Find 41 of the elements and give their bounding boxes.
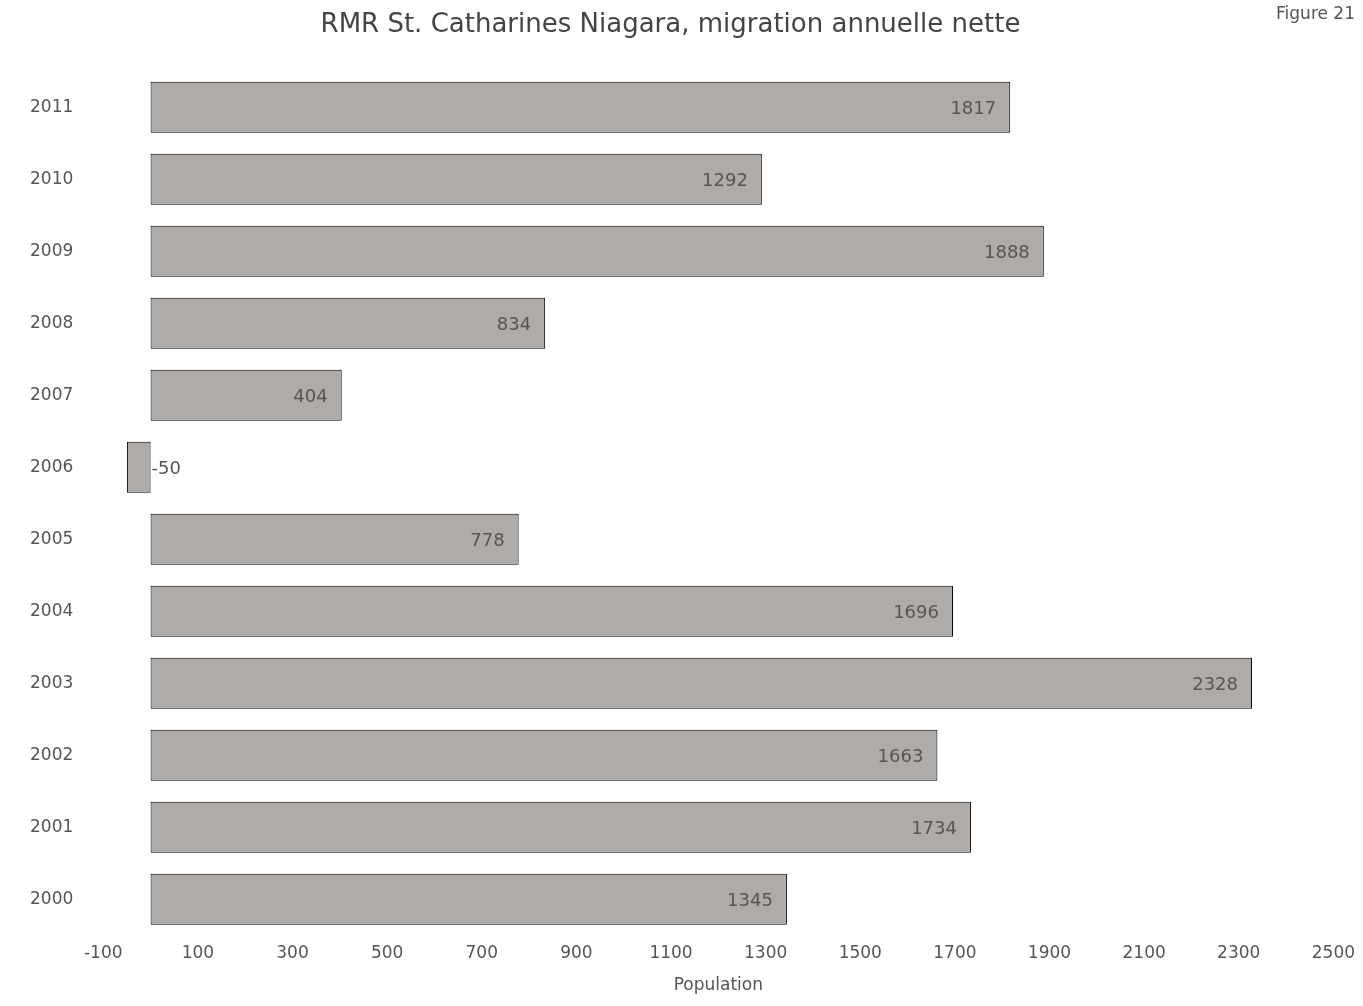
chart-title: RMR St. Catharines Niagara, migration annuelle nette (320, 8, 1021, 39)
y-tick-label: 2008 (30, 311, 74, 332)
data-label: 1696 (893, 600, 939, 622)
data-label: 778 (470, 528, 505, 550)
x-tick-label: 100 (181, 941, 215, 962)
x-tick-label: 2500 (1311, 941, 1355, 962)
data-label: 834 (496, 312, 532, 334)
caption: Figure 21 (1276, 2, 1355, 23)
x-tick-label: 1300 (743, 941, 788, 962)
x-tick-label: 300 (276, 941, 309, 962)
y-tick-label: 2002 (30, 743, 74, 764)
y-tick-label: 2004 (30, 599, 74, 620)
data-label: 1292 (702, 168, 748, 190)
y-tick-label: 2001 (30, 815, 74, 836)
x-tick-label: 500 (370, 941, 404, 962)
x-tick-label: 700 (465, 941, 498, 962)
y-tick-label: 2003 (30, 671, 74, 692)
data-label: 2328 (1192, 672, 1238, 694)
x-tick-label: 1500 (838, 941, 882, 962)
data-label: 1345 (727, 888, 773, 910)
y-tick-label: 2009 (30, 239, 74, 260)
y-tick-label: 2010 (30, 167, 74, 188)
x-tick-label: 1900 (1027, 941, 1072, 962)
x-tick-label: 1100 (649, 941, 693, 962)
y-tick-label: 2006 (30, 455, 74, 476)
y-tick-label: 2005 (30, 527, 74, 548)
x-tick-label: -100 (83, 941, 123, 962)
x-tick-label: 2100 (1122, 941, 1166, 962)
y-tick-label: 2007 (30, 383, 74, 404)
data-label: 1888 (984, 240, 1030, 262)
y-tick-label: 2011 (30, 95, 74, 116)
x-tick-label: 900 (560, 941, 593, 962)
data-label: 1817 (950, 96, 997, 118)
x-tick-label: 1700 (933, 941, 977, 962)
x-tick-label: 2300 (1217, 941, 1261, 962)
data-label: 1734 (911, 816, 957, 838)
data-label: 1663 (877, 744, 924, 766)
data-label: 404 (293, 384, 328, 406)
x-axis-title: Population (673, 974, 763, 995)
y-tick-label: 2000 (30, 887, 74, 908)
data-label: -50 (151, 456, 181, 478)
